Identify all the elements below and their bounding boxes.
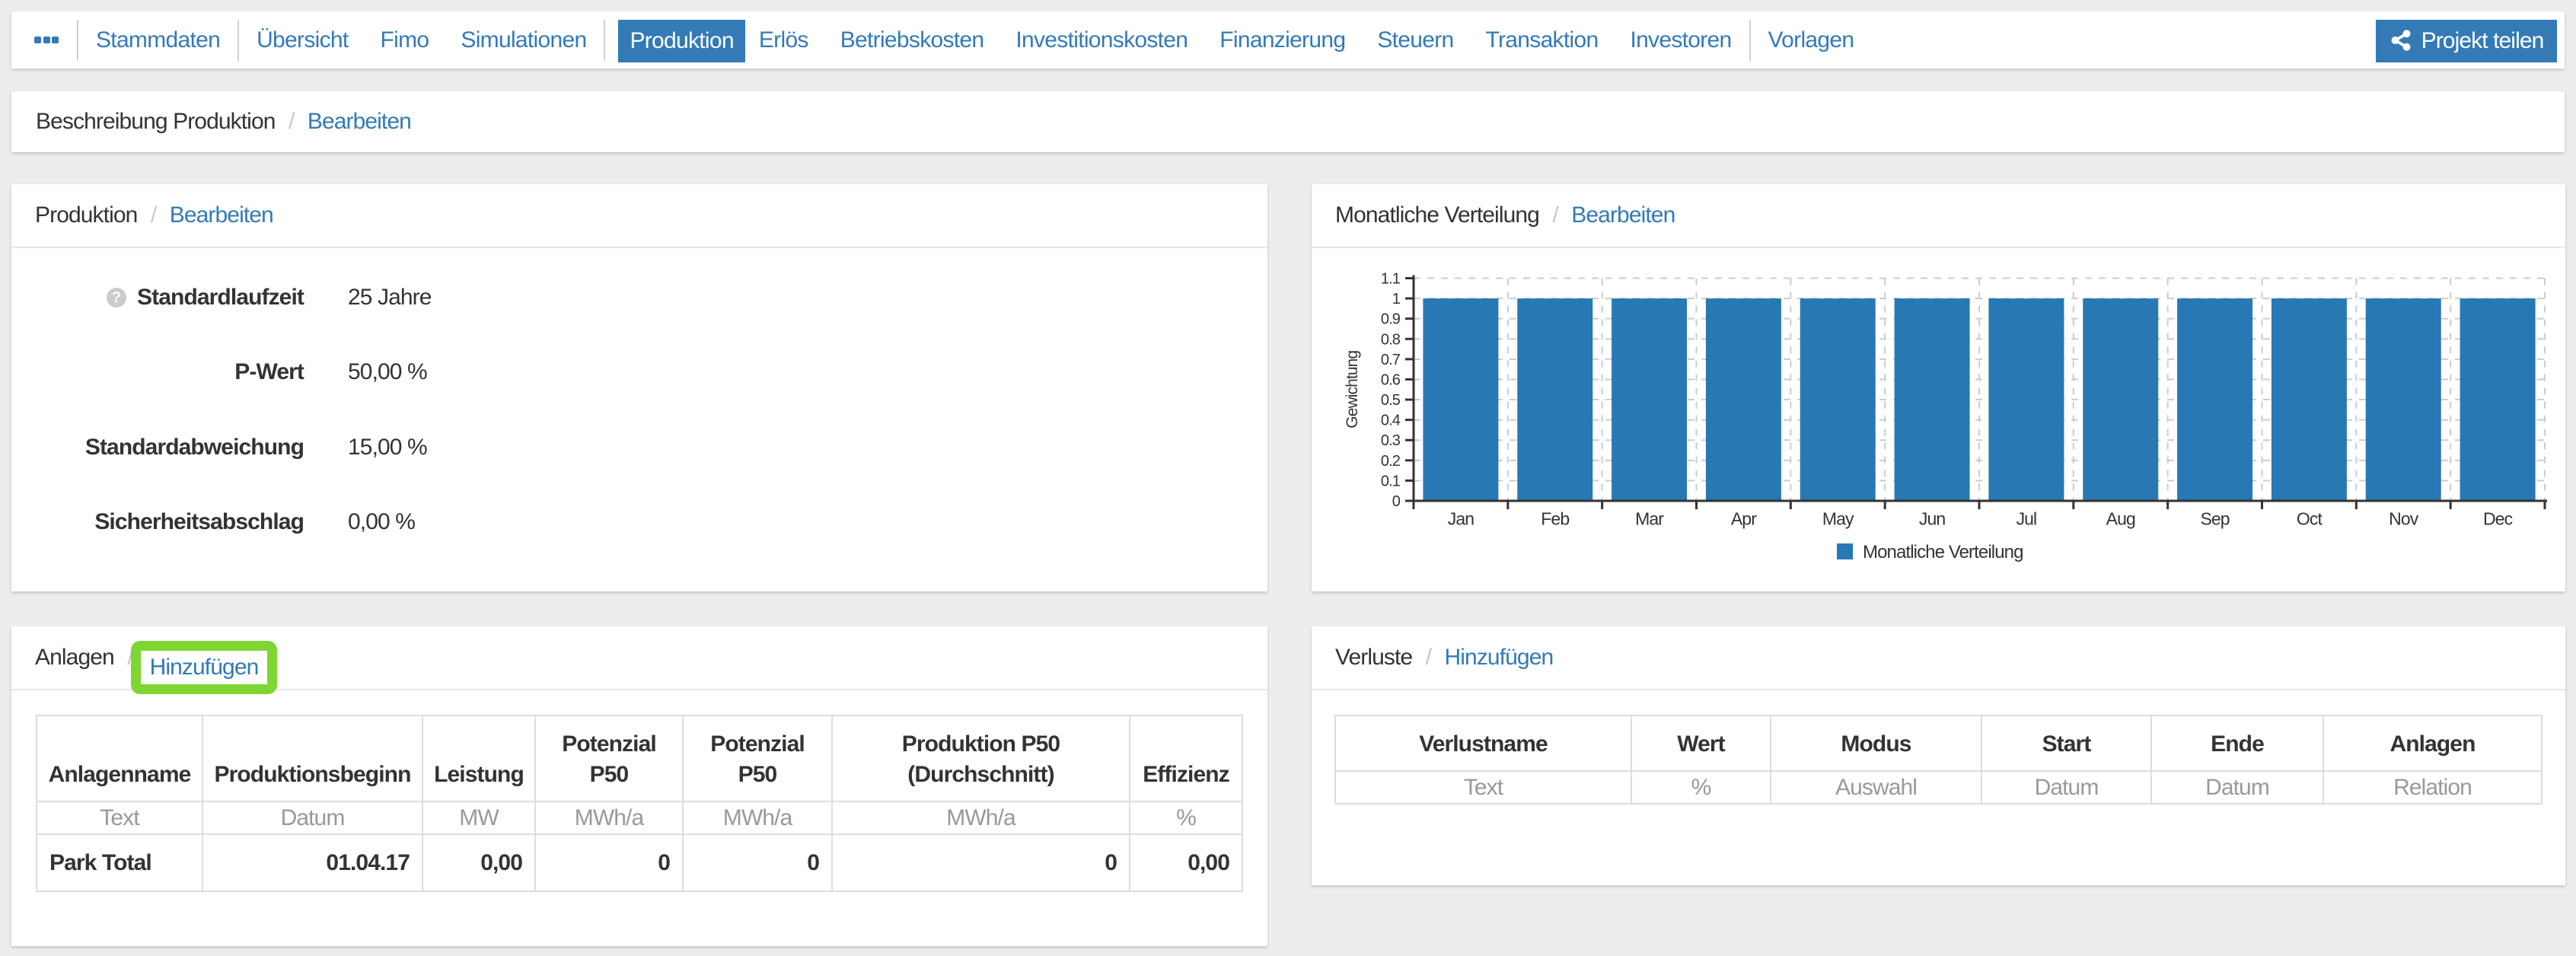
- svg-text:0: 0: [1392, 493, 1401, 510]
- svg-text:Oct: Oct: [2297, 509, 2323, 529]
- svg-text:Jul: Jul: [2016, 509, 2037, 529]
- svg-text:Dec: Dec: [2483, 509, 2513, 529]
- svg-text:May: May: [1822, 509, 1854, 529]
- svg-text:Jun: Jun: [1919, 509, 1945, 529]
- svg-text:0.8: 0.8: [1381, 331, 1401, 348]
- svg-text:Feb: Feb: [1541, 509, 1569, 529]
- svg-text:1.1: 1.1: [1381, 271, 1401, 288]
- svg-text:Sep: Sep: [2200, 509, 2229, 529]
- svg-text:0.9: 0.9: [1381, 311, 1401, 328]
- svg-text:0.6: 0.6: [1381, 371, 1401, 388]
- svg-text:Aug: Aug: [2106, 509, 2135, 529]
- svg-text:0.7: 0.7: [1381, 352, 1401, 368]
- svg-text:0.3: 0.3: [1381, 432, 1401, 449]
- svg-text:0.1: 0.1: [1381, 473, 1401, 489]
- svg-text:Apr: Apr: [1731, 509, 1757, 529]
- svg-text:Jan: Jan: [1448, 509, 1474, 529]
- svg-text:Gewichtung: Gewichtung: [1344, 351, 1361, 429]
- svg-text:Monatliche Verteilung: Monatliche Verteilung: [1863, 542, 2023, 562]
- svg-text:0.5: 0.5: [1381, 392, 1401, 409]
- svg-text:1: 1: [1392, 291, 1401, 308]
- svg-text:0.4: 0.4: [1381, 413, 1401, 429]
- svg-text:Nov: Nov: [2389, 509, 2419, 529]
- svg-text:0.2: 0.2: [1381, 453, 1401, 470]
- svg-text:Mar: Mar: [1635, 509, 1664, 529]
